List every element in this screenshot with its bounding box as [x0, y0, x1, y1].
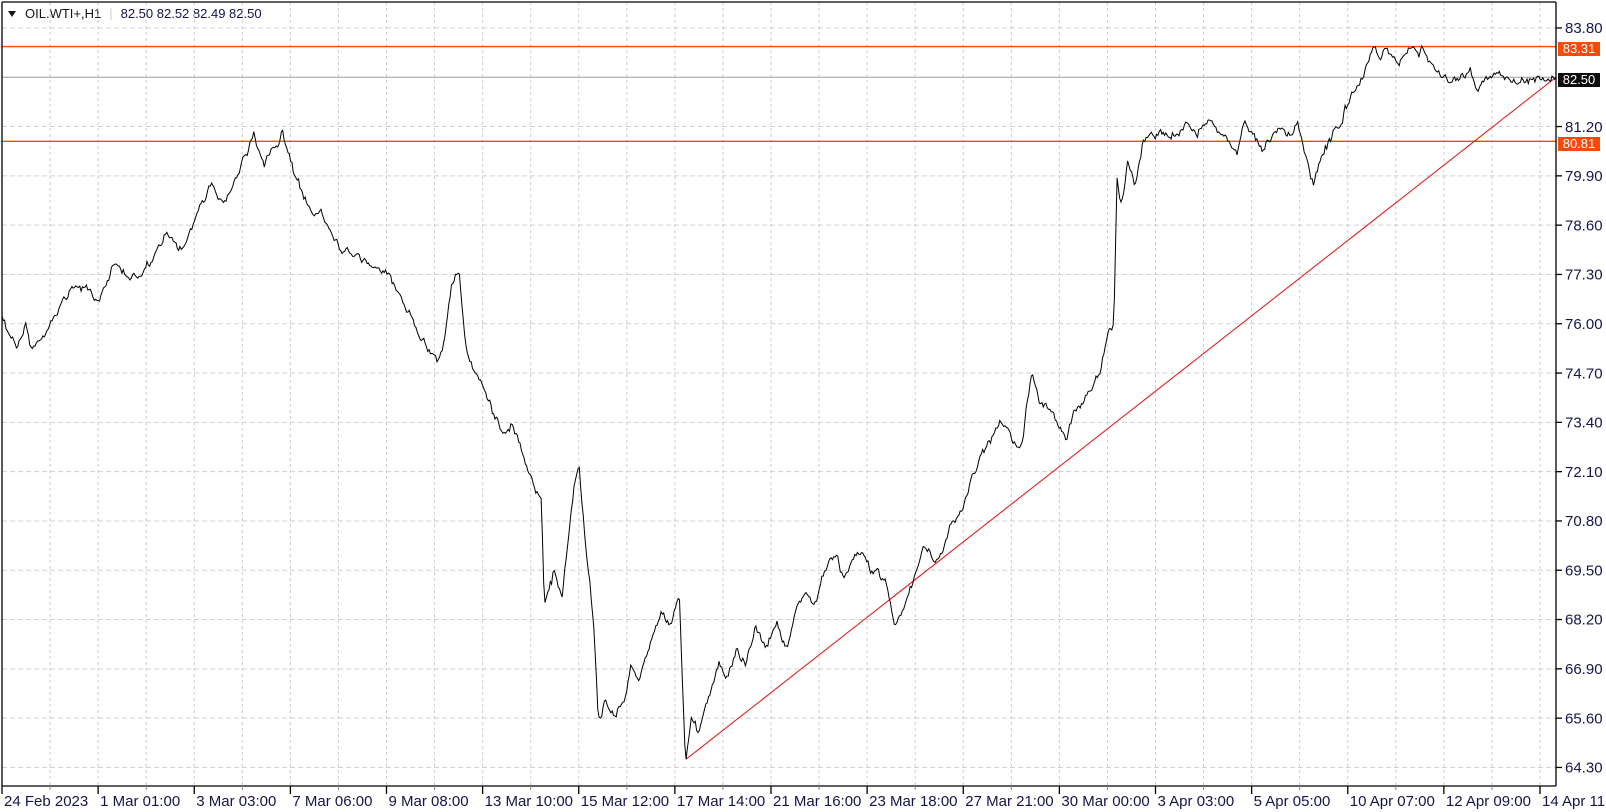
svg-text:69.50: 69.50 [1565, 562, 1603, 579]
svg-text:23 Mar 18:00: 23 Mar 18:00 [869, 793, 957, 810]
svg-text:72.10: 72.10 [1565, 464, 1603, 481]
svg-text:17 Mar 14:00: 17 Mar 14:00 [677, 793, 765, 810]
svg-text:76.00: 76.00 [1565, 316, 1603, 333]
svg-text:66.90: 66.90 [1565, 661, 1603, 678]
svg-text:68.20: 68.20 [1565, 612, 1603, 629]
svg-text:13 Mar 10:00: 13 Mar 10:00 [485, 793, 573, 810]
svg-text:14 Apr 11:00: 14 Apr 11:00 [1542, 793, 1606, 810]
svg-text:79.90: 79.90 [1565, 168, 1603, 185]
svg-text:30 Mar 00:00: 30 Mar 00:00 [1061, 793, 1149, 810]
svg-text:65.60: 65.60 [1565, 710, 1603, 727]
svg-text:24 Feb 2023: 24 Feb 2023 [4, 793, 88, 810]
svg-text:1 Mar 01:00: 1 Mar 01:00 [100, 793, 180, 810]
svg-text:15 Mar 12:00: 15 Mar 12:00 [581, 793, 669, 810]
svg-text:12 Apr 09:00: 12 Apr 09:00 [1446, 793, 1531, 810]
svg-text:7 Mar 06:00: 7 Mar 06:00 [292, 793, 372, 810]
svg-text:9 Mar 08:00: 9 Mar 08:00 [389, 793, 469, 810]
svg-text:64.30: 64.30 [1565, 760, 1603, 777]
svg-text:10 Apr 07:00: 10 Apr 07:00 [1350, 793, 1435, 810]
svg-text:3 Apr 03:00: 3 Apr 03:00 [1158, 793, 1235, 810]
svg-text:3 Mar 03:00: 3 Mar 03:00 [196, 793, 276, 810]
svg-text:73.40: 73.40 [1565, 415, 1603, 432]
svg-text:27 Mar 21:00: 27 Mar 21:00 [965, 793, 1053, 810]
svg-text:74.70: 74.70 [1565, 365, 1603, 382]
svg-text:83.80: 83.80 [1565, 20, 1603, 37]
svg-text:81.20: 81.20 [1565, 119, 1603, 136]
svg-text:5 Apr 05:00: 5 Apr 05:00 [1254, 793, 1331, 810]
svg-text:78.60: 78.60 [1565, 217, 1603, 234]
svg-text:70.80: 70.80 [1565, 513, 1603, 530]
svg-text:21 Mar 16:00: 21 Mar 16:00 [773, 793, 861, 810]
svg-text:77.30: 77.30 [1565, 267, 1603, 284]
